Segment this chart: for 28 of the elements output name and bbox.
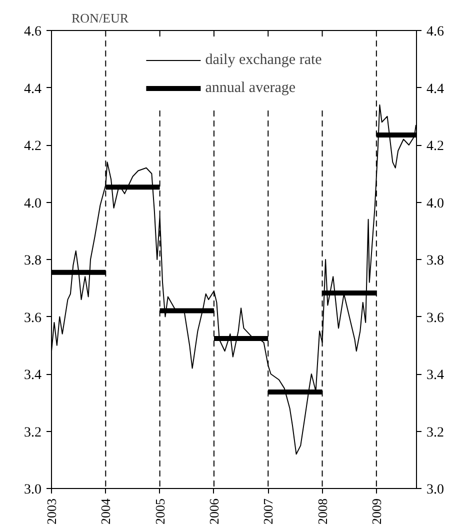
x-tick-label: 2008: [314, 498, 330, 524]
y-tick-label: 4.2: [24, 139, 42, 154]
x-tick-label: 2004: [98, 498, 114, 524]
y-tick-label: 3.4: [24, 368, 42, 383]
x-tick-label: 2007: [260, 498, 276, 524]
y2-tick-label: 3.0: [426, 482, 444, 498]
y-axis-title: RON/EUR: [72, 10, 129, 26]
legend-label: daily exchange rate: [205, 52, 322, 68]
y-tick-label: 3.2: [24, 425, 42, 440]
y-tick-label: 3.8: [24, 254, 42, 268]
y-tick-label: 4.6: [24, 24, 42, 40]
y-tick-label: 3.6: [24, 310, 42, 326]
y2-tick-label: 3.8: [426, 254, 444, 268]
y2-tick-label: 4.0: [426, 196, 444, 212]
x-tick-label: 2006: [206, 498, 222, 524]
y2-tick-label: 3.6: [426, 310, 444, 326]
y2-tick-label: 4.4: [426, 82, 444, 97]
y2-tick-label: 3.2: [426, 425, 444, 440]
legend-label: annual average: [205, 80, 296, 96]
x-tick-label: 2009: [368, 498, 384, 524]
y-tick-label: 3.0: [24, 482, 42, 498]
y2-tick-label: 3.4: [426, 368, 444, 383]
x-tick-label: 2003: [44, 498, 59, 524]
y-tick-label: 4.0: [24, 196, 42, 212]
y2-tick-label: 4.2: [426, 139, 444, 154]
y-tick-label: 4.4: [24, 82, 42, 97]
y2-tick-label: 4.6: [426, 24, 444, 40]
x-tick-label: 2005: [152, 498, 168, 524]
